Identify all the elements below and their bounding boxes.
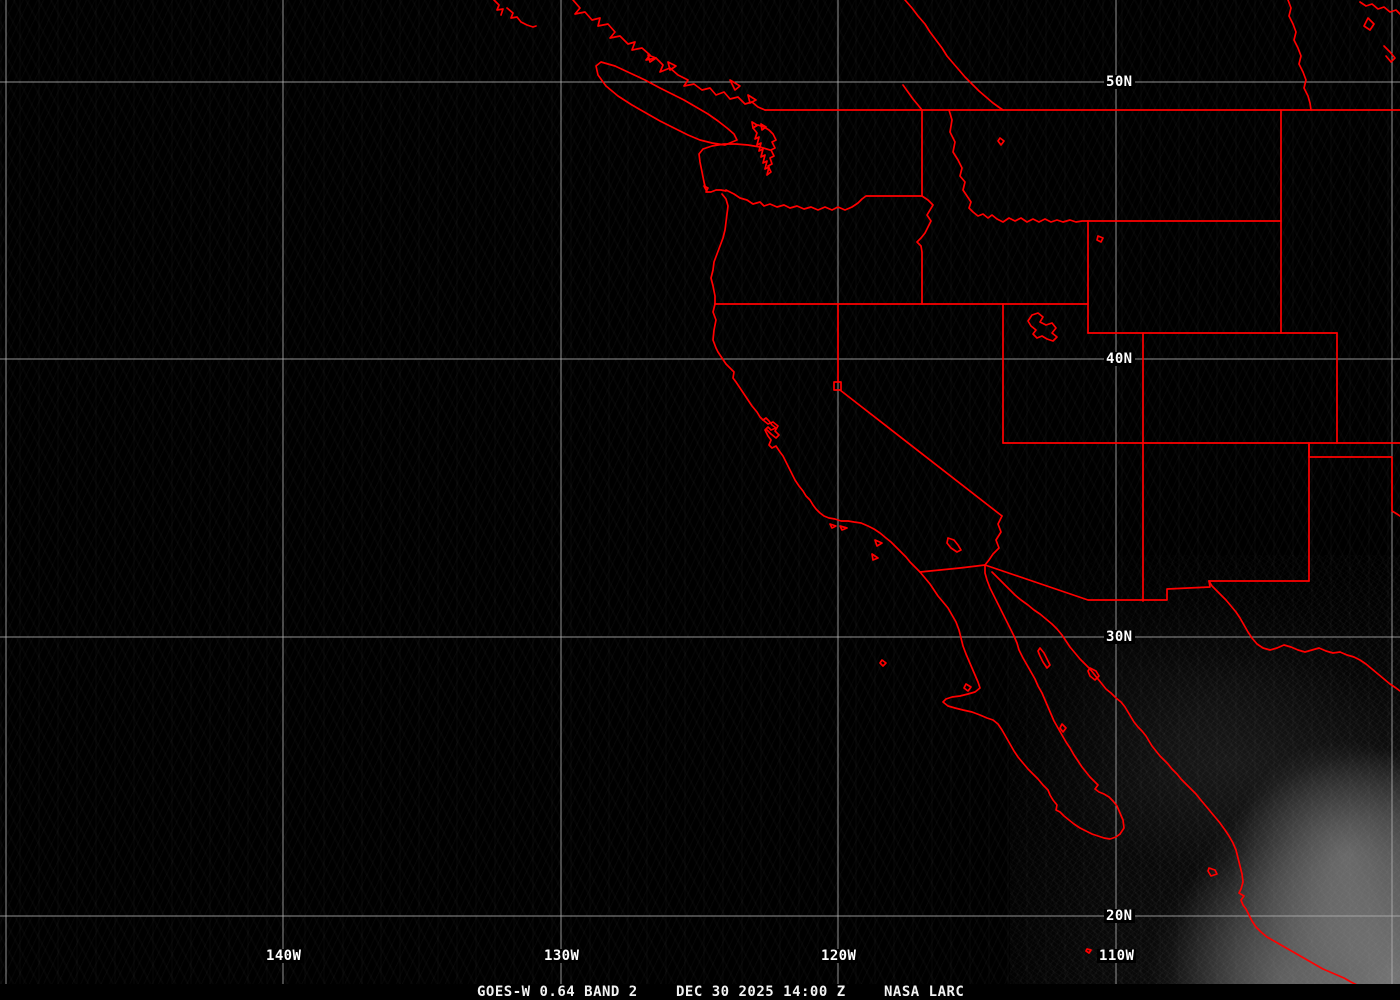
oregon-coast (710, 193, 729, 305)
caption-sensor: GOES-W 0.64 BAND 2 (477, 984, 638, 1000)
texada-island (729, 79, 741, 91)
channel-islands-b (839, 525, 848, 531)
cedros-island (963, 683, 972, 692)
baja-pacific-coast (919, 571, 1121, 840)
columbia-river-bc (902, 84, 923, 111)
border-ok-panhandle (1308, 442, 1400, 517)
border-ca-nv-diagonal (839, 389, 1003, 517)
wa-coast-juan-de-fuca (698, 143, 771, 193)
discovery-islets-b (667, 61, 677, 71)
salton-sea (946, 537, 962, 553)
san-francisco-bay (762, 419, 780, 439)
cloud-field-mexico (1010, 555, 1400, 984)
caption-credit: NASA LARC (884, 984, 965, 1000)
colorado-river-az-ca (984, 515, 1003, 566)
flathead-lake (997, 137, 1005, 146)
baja-gulf-coast (984, 564, 1125, 835)
islas-marias (1207, 867, 1218, 877)
caption-bar (0, 984, 1400, 1000)
guadalupe-island (879, 659, 887, 667)
socorro-island (1085, 948, 1092, 954)
sk-lakes-b (1383, 45, 1396, 63)
mainland-mexico-coast (991, 571, 1357, 984)
la-paz-islets (1059, 723, 1067, 733)
lon-label-120W: 120W (819, 948, 859, 964)
channel-islands-a (829, 523, 837, 529)
border-or-id-snake-river (916, 195, 934, 305)
columbia-river-wa-or-border (725, 189, 923, 211)
lon-label-130W: 130W (542, 948, 582, 964)
souris-river-sk (1287, 0, 1312, 111)
bc-ab-continental-divide (904, 0, 1004, 111)
sechelt-islet (747, 94, 757, 104)
haida-gwaii-islands-a (493, 0, 504, 16)
lon-label-140W: 140W (264, 948, 304, 964)
lat-label-40N: 40N (1104, 351, 1135, 367)
sk-lakes-a (1359, 1, 1400, 15)
lat-label-30N: 30N (1104, 629, 1135, 645)
san-clemente-island (871, 553, 879, 561)
isla-angel-de-la-guarda (1037, 647, 1051, 669)
lat-label-20N: 20N (1104, 908, 1135, 924)
santa-catalina-island (874, 539, 883, 547)
sk-lakes-c (1363, 17, 1375, 31)
yellowstone-lake (1096, 235, 1104, 243)
lon-label-110W: 110W (1097, 948, 1137, 964)
border-usa-mexico (919, 564, 1211, 601)
great-salt-lake (1027, 312, 1058, 342)
coastlines-and-borders (493, 0, 1400, 984)
isla-tiburon (1087, 667, 1100, 681)
rio-grande (1208, 580, 1400, 692)
border-mt-id-divide (948, 109, 1089, 223)
lat-label-50N: 50N (1104, 74, 1135, 90)
bc-mainland-coast (572, 0, 766, 111)
california-coast (712, 303, 921, 573)
discovery-islets-a (647, 54, 657, 63)
caption-datetime: DEC 30 2025 14:00 Z (676, 984, 846, 1000)
puget-sound (752, 124, 777, 176)
vancouver-island (595, 61, 738, 146)
haida-gwaii-islands-b (506, 7, 537, 28)
